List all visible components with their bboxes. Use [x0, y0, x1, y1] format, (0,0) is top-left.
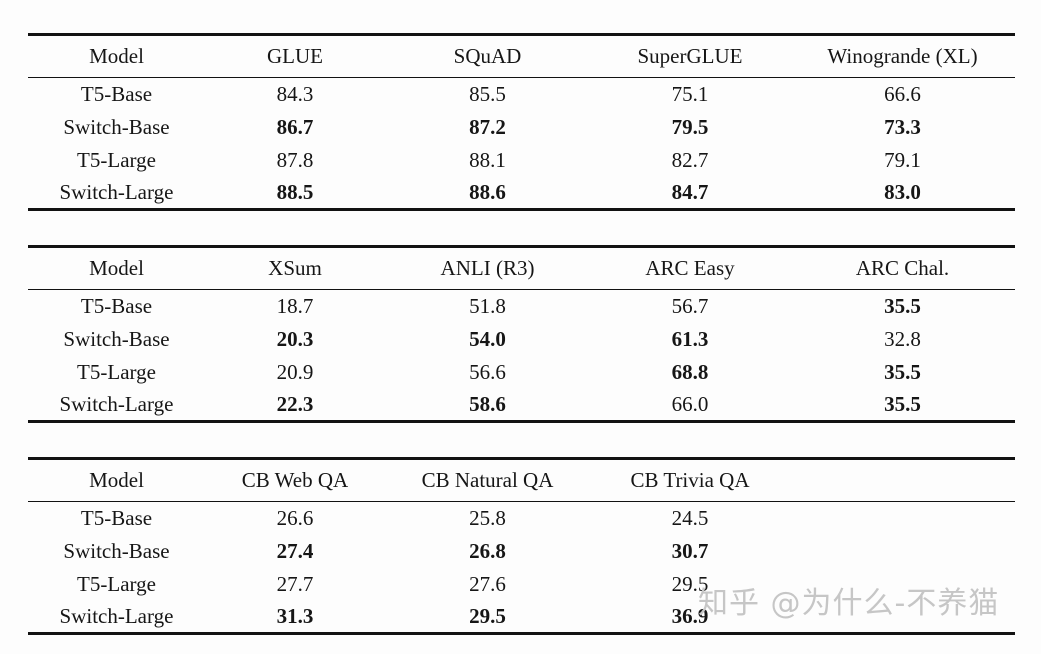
table-row: Switch-Base 20.3 54.0 61.3 32.8 — [28, 323, 1015, 356]
cell-value: 24.5 — [671, 505, 709, 530]
cell-value: 87.2 — [469, 114, 506, 139]
cell-value: 32.8 — [884, 326, 921, 351]
column-header-cb-web-qa: CB Web QA — [241, 468, 349, 492]
cell-value: 88.6 — [469, 179, 506, 204]
column-header-model: Model — [89, 256, 144, 280]
cell-value: 51.8 — [469, 293, 506, 318]
cell-value: 82.7 — [671, 147, 709, 172]
cell-value: 79.5 — [671, 114, 709, 139]
column-header-cb-trivia-qa: CB Trivia QA — [630, 468, 750, 492]
header-row: Model CB Web QA CB Natural QA CB Trivia … — [28, 458, 1015, 502]
cell-value: 79.1 — [884, 147, 921, 172]
column-header-model: Model — [89, 44, 144, 68]
column-header-squad: SQuAD — [453, 44, 522, 68]
header-row: Model GLUE SQuAD SuperGLUE Winogrande (X… — [28, 34, 1015, 78]
cell-value: 68.8 — [671, 359, 709, 384]
cell-value: 27.4 — [276, 538, 314, 563]
cell-value: 35.5 — [884, 391, 921, 416]
cell-value: 84.3 — [276, 81, 314, 106]
results-table-nlu-benchmarks: Model GLUE SQuAD SuperGLUE Winogrande (X… — [28, 33, 1015, 211]
cell-model: Switch-Base — [63, 326, 170, 351]
column-header-arc-chal: ARC Chal. — [855, 256, 950, 280]
cell-model: T5-Large — [77, 571, 156, 596]
header-row: Model XSum ANLI (R3) ARC Easy ARC Chal. — [28, 246, 1015, 290]
cell-value: 58.6 — [469, 391, 506, 416]
cell-value: 20.9 — [276, 359, 314, 384]
column-header-cb-natural-qa: CB Natural QA — [421, 468, 554, 492]
cell-value: 56.6 — [469, 359, 506, 384]
cell-value: 88.5 — [276, 179, 314, 204]
cell-value: 27.6 — [469, 571, 506, 596]
results-table-closed-book-qa: Model CB Web QA CB Natural QA CB Trivia … — [28, 457, 1015, 635]
table-row: T5-Base 18.7 51.8 56.7 35.5 — [28, 290, 1015, 323]
column-header-anli: ANLI (R3) — [440, 256, 535, 280]
cell-value: 36.9 — [671, 603, 709, 628]
cell-value: 26.8 — [469, 538, 506, 563]
table-row: T5-Large 87.8 88.1 82.7 79.1 — [28, 144, 1015, 177]
column-header-arc-easy: ARC Easy — [645, 256, 735, 280]
cell-value: 66.0 — [671, 391, 709, 416]
cell-model: T5-Base — [80, 81, 153, 106]
cell-empty — [790, 535, 1015, 568]
cell-value: 87.8 — [276, 147, 314, 172]
table-row: T5-Large 27.7 27.6 29.5 — [28, 568, 1015, 601]
table-row: T5-Base 84.3 85.5 75.1 66.6 — [28, 78, 1015, 111]
cell-value: 22.3 — [276, 391, 314, 416]
cell-value: 29.5 — [469, 603, 506, 628]
column-header-superglue: SuperGLUE — [637, 44, 743, 68]
table-row: Switch-Large 31.3 29.5 36.9 — [28, 601, 1015, 634]
cell-value: 26.6 — [276, 505, 314, 530]
cell-value: 54.0 — [469, 326, 506, 351]
cell-model: Switch-Large — [59, 603, 174, 628]
cell-value: 27.7 — [276, 571, 314, 596]
column-header-winogrande: Winogrande (XL) — [827, 44, 978, 68]
cell-value: 35.5 — [884, 359, 921, 384]
cell-model: T5-Large — [77, 147, 156, 172]
cell-value: 73.3 — [884, 114, 921, 139]
cell-value: 56.7 — [671, 293, 709, 318]
column-header-xsum: XSum — [268, 256, 322, 280]
cell-value: 35.5 — [884, 293, 921, 318]
column-header-empty — [790, 459, 1015, 502]
cell-model: T5-Large — [77, 359, 156, 384]
cell-model: Switch-Base — [63, 114, 170, 139]
cell-value: 83.0 — [884, 179, 921, 204]
table-row: Switch-Large 22.3 58.6 66.0 35.5 — [28, 389, 1015, 422]
cell-value: 20.3 — [276, 326, 314, 351]
table-row: T5-Base 26.6 25.8 24.5 — [28, 502, 1015, 535]
zhihu-watermark: 知乎 @为什么-不养猫 — [698, 586, 1000, 621]
cell-value: 84.7 — [671, 179, 709, 204]
cell-value: 61.3 — [671, 326, 709, 351]
cell-value: 25.8 — [469, 505, 506, 530]
cell-value: 66.6 — [884, 81, 921, 106]
cell-value: 85.5 — [469, 81, 506, 106]
column-header-model: Model — [89, 468, 144, 492]
cell-value: 18.7 — [276, 293, 314, 318]
cell-empty — [790, 502, 1015, 535]
table-row: Switch-Large 88.5 88.6 84.7 83.0 — [28, 177, 1015, 210]
table-row: Switch-Base 86.7 87.2 79.5 73.3 — [28, 111, 1015, 144]
cell-value: 30.7 — [671, 538, 709, 563]
column-header-glue: GLUE — [267, 44, 323, 68]
results-table-generation-reasoning: Model XSum ANLI (R3) ARC Easy ARC Chal. … — [28, 245, 1015, 423]
table-row: T5-Large 20.9 56.6 68.8 35.5 — [28, 356, 1015, 389]
cell-model: Switch-Base — [63, 538, 170, 563]
cell-value: 29.5 — [671, 571, 709, 596]
cell-model: T5-Base — [80, 293, 153, 318]
cell-model: Switch-Large — [59, 179, 174, 204]
cell-model: T5-Base — [80, 505, 153, 530]
cell-value: 75.1 — [671, 81, 709, 106]
cell-value: 88.1 — [469, 147, 506, 172]
cell-model: Switch-Large — [59, 391, 174, 416]
cell-value: 31.3 — [276, 603, 314, 628]
table-row: Switch-Base 27.4 26.8 30.7 — [28, 535, 1015, 568]
cell-value: 86.7 — [276, 114, 314, 139]
